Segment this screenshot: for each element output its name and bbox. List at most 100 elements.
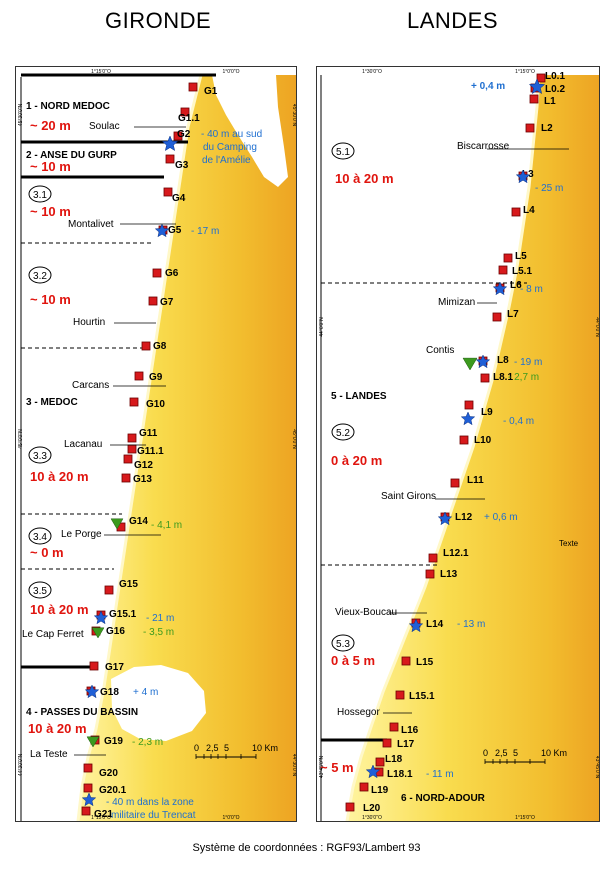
station-square-icon <box>83 763 93 773</box>
station-label: G9 <box>149 372 163 383</box>
graticule-label: 44°30'0"N <box>18 753 24 776</box>
sector-id-badge <box>331 142 355 160</box>
sector-range: 0 à 20 m <box>331 453 382 468</box>
offset-note: - 4,1 m <box>151 520 182 531</box>
sector-id: 3.3 <box>33 451 47 462</box>
bassin-arcachon <box>111 665 206 741</box>
sector-range: ~ 10 m <box>30 204 71 219</box>
scale-label: 0 <box>483 748 488 758</box>
map-gironde: G1 G1.1 G2 G3 G4 G5 G6 G7 G8 G9 G10 G11 G11.1 G12 G13 G… <box>15 66 297 822</box>
coordinate-system-note: Système de coordonnées : RGF93/Lambert 9… <box>192 842 421 854</box>
station-square-icon <box>450 478 460 488</box>
graticule-label: 1°15'0"O <box>91 69 111 75</box>
station-square-icon <box>165 154 175 164</box>
star-icon <box>437 511 453 526</box>
sector-id-badge <box>28 527 52 545</box>
station-square-icon <box>173 131 183 141</box>
sector-range: ~ 10 m <box>30 159 71 174</box>
station-square-icon <box>345 802 355 812</box>
station-label: G14 <box>129 516 148 527</box>
station-square-icon <box>382 738 392 748</box>
title-landes: LANDES <box>407 8 499 33</box>
star-icon <box>154 223 170 238</box>
place-label: Saint Girons <box>381 491 436 502</box>
graticule-label: 1°15'0"O <box>515 815 535 821</box>
place-label: Lacanau <box>64 439 102 450</box>
station-label: L2 <box>541 123 553 134</box>
station-label: G1 <box>204 86 218 97</box>
station-label: L5.1 <box>512 266 532 277</box>
stations-landes: L0.1L0.2L1L2L3L4L5L5.1L6L7L8L8.1L9L10L11… <box>345 71 565 814</box>
station-square-icon <box>425 569 435 579</box>
graticule-label: 44°0'0"N <box>319 317 325 337</box>
sector-id: 5.2 <box>336 428 350 439</box>
ocean-edge-landes <box>345 74 541 821</box>
offset-note: militaire du Trencat <box>111 810 196 821</box>
sector-range: ~ 5 m <box>320 760 354 775</box>
offset-note: + 0,6 m <box>484 512 518 523</box>
place-label: Biscarrosse <box>457 141 510 152</box>
station-label: L16 <box>401 725 419 736</box>
station-square-icon <box>359 782 369 792</box>
sector-lines-landes <box>320 75 527 821</box>
sector-id-badge <box>331 634 355 652</box>
station-label: L18 <box>385 754 403 765</box>
sector-range: ~ 10 m <box>30 292 71 307</box>
station-label: L6 <box>510 280 522 291</box>
scale-label: 10 Km <box>541 748 567 758</box>
offset-note: - 2,3 m <box>132 737 163 748</box>
sector-name: 1 - NORD MEDOC <box>26 101 110 112</box>
star-icon <box>515 169 531 184</box>
place-label: Texte <box>559 539 579 548</box>
station-label: G17 <box>105 662 124 673</box>
star-icon <box>93 610 109 625</box>
star-icon <box>460 411 476 426</box>
station-square-icon <box>389 722 399 732</box>
star-icon <box>81 792 97 807</box>
sector-range: 10 à 20 m <box>28 721 87 736</box>
offset-note: - 17 m <box>191 226 219 237</box>
station-square-icon <box>152 268 162 278</box>
estuary-gironde <box>212 75 288 187</box>
station-square-icon <box>401 656 411 666</box>
stations-gironde: G1 G1.1 G2 G3 G4 G5 G6 G7 G8 G9 G10 G11 G11.1 G12 G13 G… <box>81 82 218 820</box>
graticule-label: 43°45'0"N <box>319 755 325 778</box>
offset-note: - 19 m <box>514 357 542 368</box>
sector-range: 0 à 5 m <box>331 653 375 668</box>
graticule-label: 44°0'0"N <box>594 317 599 337</box>
graticule-label: 45°30'0"N <box>291 104 296 127</box>
station-square-icon <box>83 783 93 793</box>
station-label: G11.1 <box>137 446 164 457</box>
graticule-label: 1°15'0"O <box>91 815 111 821</box>
place-label: Carcans <box>72 380 109 391</box>
station-square-icon <box>141 341 151 351</box>
station-label: L0.2 <box>545 84 565 95</box>
station-label: G20 <box>99 768 118 779</box>
star-icon <box>161 135 179 152</box>
labels-gironde: - 40 m au sud du Camping de l'Amélie - 17 m… <box>18 69 296 821</box>
station-label: G18 <box>100 687 119 698</box>
sector-name: 4 - PASSES DU BASSIN <box>26 707 138 718</box>
station-label: G2 <box>177 129 191 140</box>
map-landes: L0.1L0.2L1L2L3L4L5L5.1L6L7L8L8.1L9L10L11… <box>316 66 600 822</box>
station-label: G3 <box>175 160 189 171</box>
offset-note: du Camping <box>203 142 257 153</box>
station-square-icon <box>529 94 539 104</box>
station-label: L10 <box>474 435 492 446</box>
station-square-icon <box>188 82 198 92</box>
map-landes-svg: L0.1L0.2L1L2L3L4L5L5.1L6L7L8L8.1L9L10L11… <box>319 69 599 821</box>
station-square-icon <box>428 553 438 563</box>
sector-id-badge <box>28 446 52 464</box>
station-label: L13 <box>440 569 458 580</box>
station-label: L15.1 <box>409 691 435 702</box>
sector-name: 3 - MEDOC <box>26 397 78 408</box>
sector-range: 10 à 20 m <box>30 469 89 484</box>
graticule-label: 1°0'0"O <box>223 69 240 75</box>
sector-id: 3.4 <box>33 532 47 543</box>
station-label: G20.1 <box>99 785 127 796</box>
station-label: G4 <box>172 193 186 204</box>
station-square-icon <box>375 757 385 767</box>
symbols-gironde <box>81 135 179 807</box>
star-icon <box>365 764 381 779</box>
graticule-label: 1°30'0"O <box>362 69 382 75</box>
